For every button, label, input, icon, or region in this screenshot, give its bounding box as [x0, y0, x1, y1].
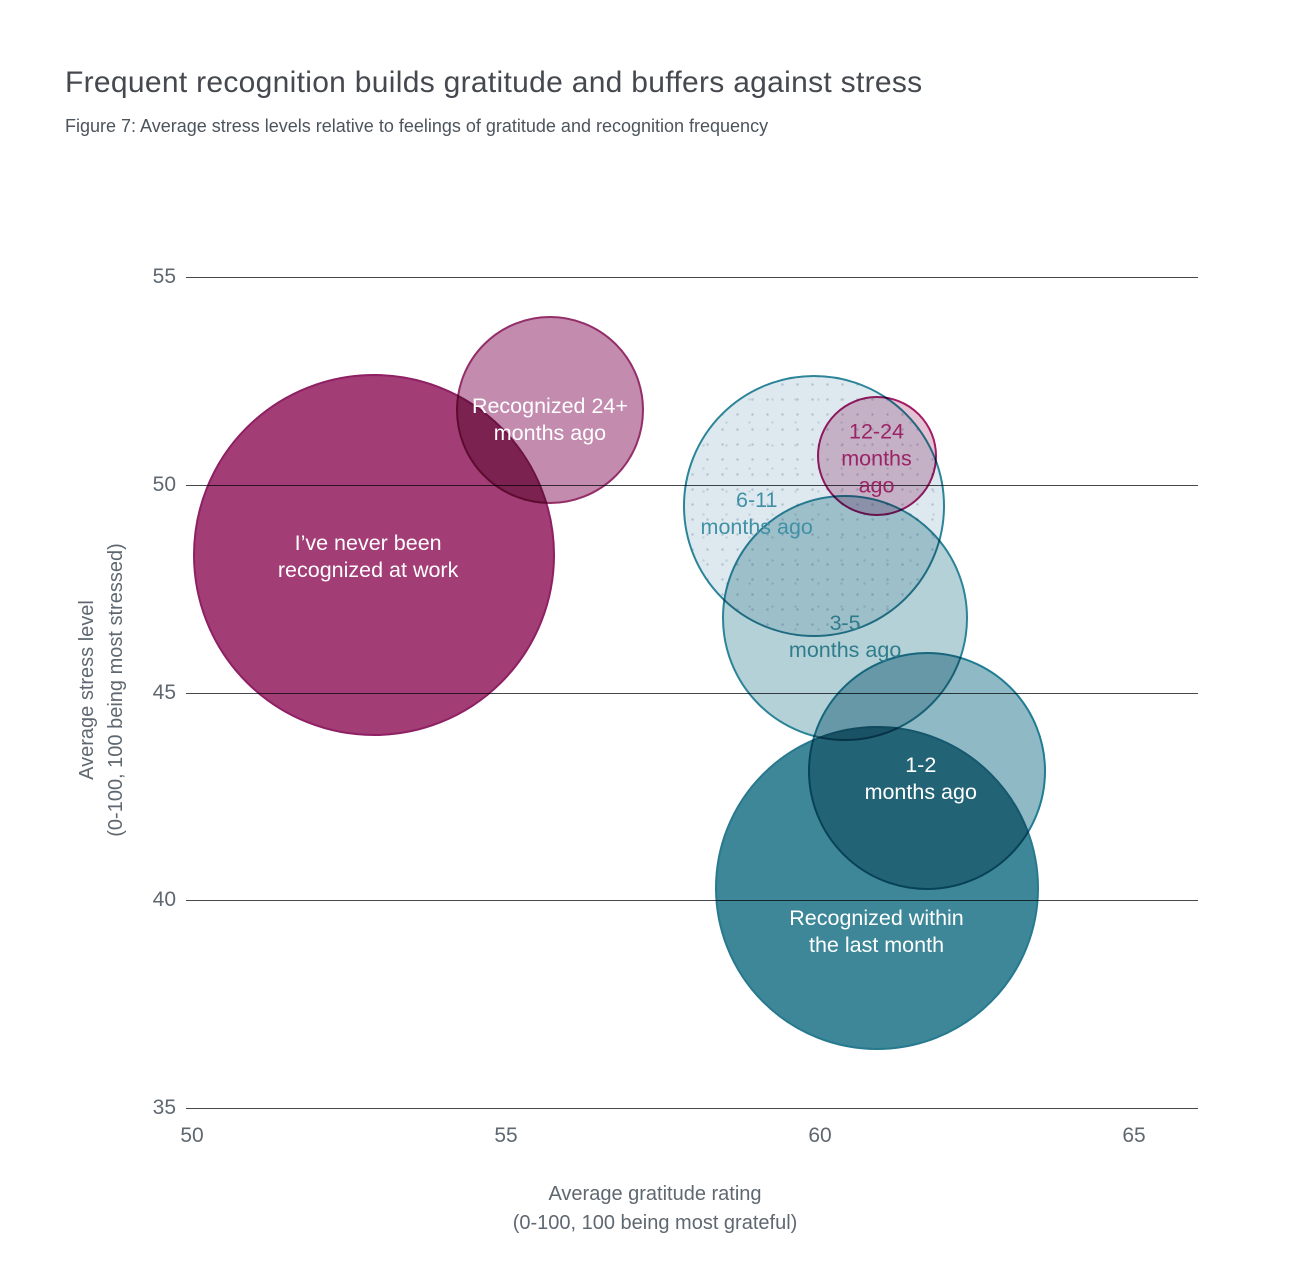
- bubble-recognized-1-2-months[interactable]: [807, 652, 1046, 891]
- x-axis-title-line1: Average gratitude rating: [548, 1183, 762, 1205]
- x-tick-label-50: 50: [180, 1124, 204, 1147]
- y-tick-label-55: 55: [152, 265, 176, 288]
- y-tick-label-35: 35: [152, 1096, 176, 1119]
- y-axis-title-line2: (0-100, 100 being most stressed): [105, 543, 127, 837]
- gridline-y-35: [186, 1108, 1198, 1109]
- y-tick-label-40: 40: [152, 888, 176, 912]
- x-tick-label-55: 55: [494, 1124, 518, 1147]
- y-axis-title: Average stress level (0-100, 100 being m…: [73, 543, 131, 837]
- bubble-recognized-24plus-months[interactable]: [455, 315, 644, 504]
- x-tick-label-60: 60: [808, 1124, 832, 1147]
- chart-title: Frequent recognition builds gratitude an…: [65, 66, 923, 99]
- y-tick-label-45: 45: [152, 680, 176, 704]
- x-tick-label-65: 65: [1122, 1124, 1146, 1147]
- y-tick-label-50: 50: [152, 472, 176, 496]
- gridline-y-45: [186, 692, 1198, 694]
- gridline-y-40: [186, 900, 1198, 902]
- y-axis-title-line1: Average stress level: [76, 600, 98, 780]
- x-axis-title-line2: (0-100, 100 being most grateful): [512, 1212, 798, 1234]
- x-axis-title: Average gratitude rating (0-100, 100 bei…: [513, 1180, 798, 1238]
- gridline-y-55: [186, 277, 1198, 278]
- chart-subtitle: Figure 7: Average stress levels relative…: [65, 116, 769, 136]
